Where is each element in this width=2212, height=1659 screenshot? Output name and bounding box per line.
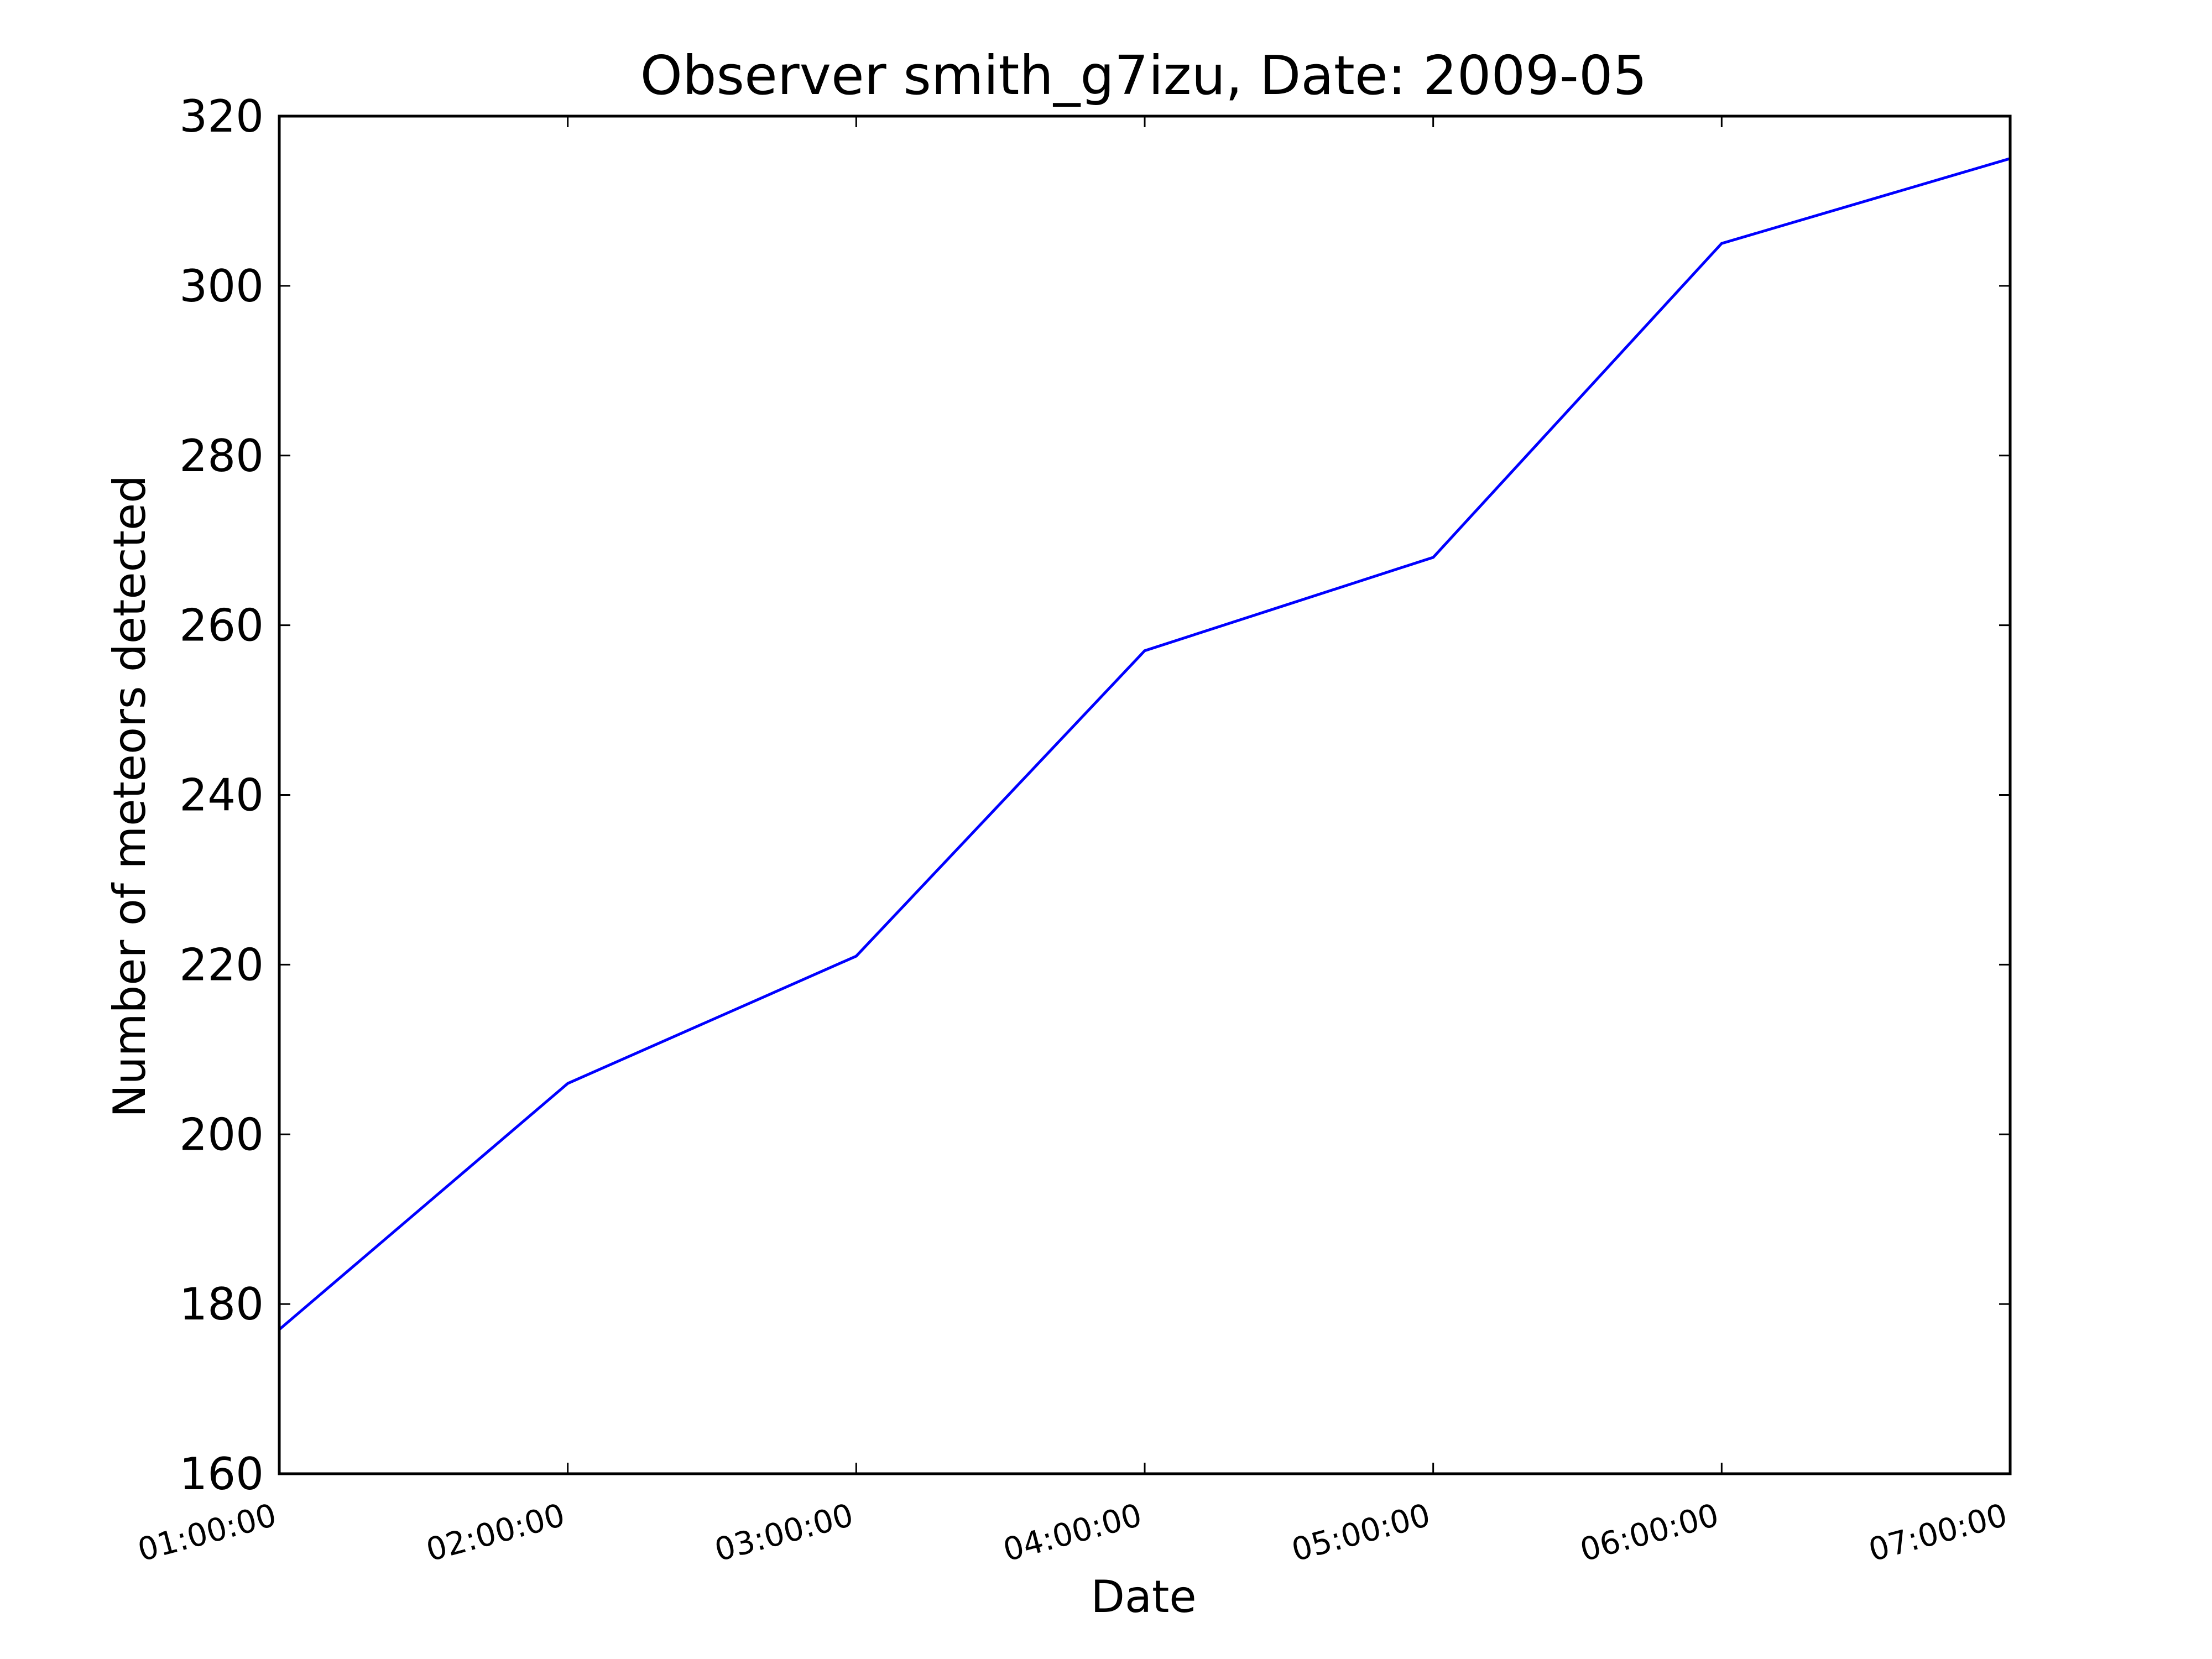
x-tick-label: 02:00:00 — [422, 1497, 568, 1569]
y-tick-label: 320 — [179, 91, 264, 142]
y-tick-label: 240 — [179, 770, 264, 821]
x-axis-label: Date — [1091, 1571, 1196, 1623]
y-tick-label: 260 — [179, 600, 264, 651]
x-tick-label: 05:00:00 — [1288, 1497, 1434, 1569]
plot-frame — [278, 114, 2012, 1475]
y-tick-label: 220 — [179, 939, 264, 990]
y-tick-label: 160 — [179, 1448, 264, 1500]
chart-title: Observer smith_g7izu, Date: 2009-05 — [640, 44, 1647, 107]
x-tick-label: 04:00:00 — [999, 1497, 1145, 1569]
x-tick-label: 06:00:00 — [1577, 1497, 1723, 1569]
y-tick-label: 300 — [179, 260, 264, 312]
x-tick-label: 03:00:00 — [711, 1497, 857, 1569]
x-tick-label: 07:00:00 — [1865, 1497, 2011, 1569]
y-tick-label: 180 — [179, 1279, 264, 1330]
y-tick-label: 280 — [179, 430, 264, 482]
series-line — [278, 157, 2011, 1331]
y-axis-label: Number of meteors detected — [104, 475, 155, 1118]
plot-area: 160 180 200 220 240 260 280 300 320 01:00:00 02:00… — [134, 91, 2012, 1569]
y-tick-label: 200 — [179, 1109, 264, 1160]
x-tick-label: 01:00:00 — [134, 1497, 280, 1569]
